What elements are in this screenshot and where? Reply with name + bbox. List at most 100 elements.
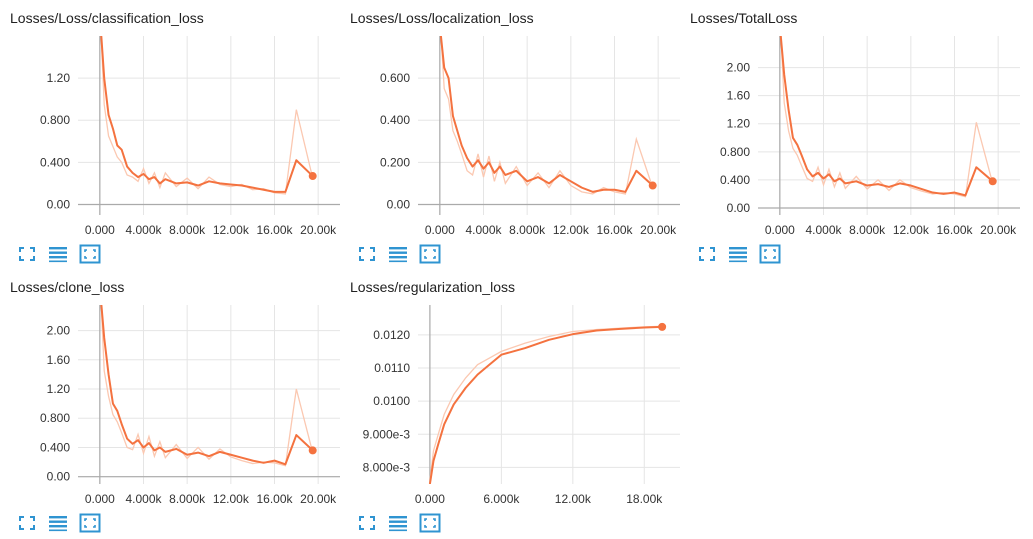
y-tick-label: 0.800 xyxy=(720,145,750,159)
fullscreen-icon xyxy=(19,247,35,261)
x-tick-label: 16.00k xyxy=(936,223,973,237)
chart-plot: 0.000 4.000k 8.000k 12.00k 16.00k 20.00k 0.00 0… xyxy=(720,36,1020,237)
plot-area xyxy=(428,325,663,484)
x-tick-label: 20.00k xyxy=(980,223,1017,237)
last-value-marker xyxy=(648,181,657,190)
chart-card: Losses/regularization_loss 0.000 6.000k 12… xyxy=(340,269,680,537)
chart-plot: 0.000 4.000k 8.000k 12.00k 16.00k 20.00k 0.00 0… xyxy=(40,305,340,506)
chart-plot: 0.000 4.000k 8.000k 12.00k 16.00k 20.00k 0.00 0… xyxy=(380,36,680,237)
y-tick-label: 0.0120 xyxy=(373,328,410,342)
x-tick-label: 12.00k xyxy=(555,492,592,506)
x-tick-label: 16.00k xyxy=(596,223,633,237)
y-tick-label: 1.60 xyxy=(727,89,751,103)
chart-title: Losses/clone_loss xyxy=(10,279,125,295)
raw-series-line xyxy=(780,36,994,198)
x-tick-label: 8.000k xyxy=(509,223,546,237)
chart-title: Losses/regularization_loss xyxy=(350,279,515,295)
smoothed-series-line xyxy=(439,36,654,193)
y-tick-label: 8.000e-3 xyxy=(363,460,411,474)
x-tick-label: 6.000k xyxy=(483,492,520,506)
chart-card: Losses/clone_loss 0.000 4.000k 8.000k 12.00… xyxy=(0,269,340,537)
x-tick-label: 4.000k xyxy=(805,223,842,237)
raw-series-line xyxy=(100,36,314,195)
chart-card: Losses/TotalLoss 0.000 4.000k 8.000k 12.00k… xyxy=(680,0,1020,268)
y-tick-label: 1.60 xyxy=(47,353,71,367)
chart-plot: 0.000 6.000k 12.00k 18.00k 8.000e-3 9.000e-3 0… xyxy=(363,305,680,506)
fit-domain-icon xyxy=(419,244,441,264)
x-tick-label: 12.00k xyxy=(553,223,590,237)
y-tick-label: 0.200 xyxy=(380,155,410,169)
fit-domain-button[interactable] xyxy=(79,513,101,533)
y-tick-label: 0.400 xyxy=(720,173,750,187)
x-tick-label: 4.000k xyxy=(125,223,162,237)
chart-title: Losses/Loss/localization_loss xyxy=(350,10,534,26)
plot-area xyxy=(100,36,314,195)
y-tick-label: 2.00 xyxy=(47,324,71,338)
fullscreen-button[interactable] xyxy=(356,513,378,533)
x-tick-label: 0.000 xyxy=(765,223,795,237)
fit-domain-icon xyxy=(419,513,441,533)
y-tick-label: 0.0110 xyxy=(374,361,410,375)
fullscreen-button[interactable] xyxy=(16,513,38,533)
fullscreen-button[interactable] xyxy=(356,244,378,264)
smoothed-series-line xyxy=(428,325,663,484)
last-value-marker xyxy=(308,172,317,181)
y-tick-label: 9.000e-3 xyxy=(363,427,411,441)
x-tick-label: 4.000k xyxy=(125,492,162,506)
chart-title: Losses/Loss/classification_loss xyxy=(10,10,204,26)
x-tick-label: 0.000 xyxy=(415,492,445,506)
list-icon xyxy=(389,516,407,532)
fullscreen-icon xyxy=(699,247,715,261)
y-tick-label: 0.800 xyxy=(40,411,70,425)
x-tick-label: 0.000 xyxy=(85,492,115,506)
last-value-marker xyxy=(988,177,997,186)
x-tick-label: 0.000 xyxy=(425,223,455,237)
fit-domain-button[interactable] xyxy=(419,244,441,264)
plot-area xyxy=(100,305,314,467)
y-tick-label: 0.00 xyxy=(387,197,411,211)
plot-area xyxy=(439,36,654,195)
x-tick-label: 20.00k xyxy=(640,223,677,237)
chart-title: Losses/TotalLoss xyxy=(690,10,798,26)
toggle-log-scale-button[interactable] xyxy=(387,244,409,264)
x-tick-label: 20.00k xyxy=(300,492,337,506)
list-icon xyxy=(49,247,67,263)
y-tick-label: 1.20 xyxy=(47,382,71,396)
x-tick-label: 16.00k xyxy=(256,492,293,506)
list-icon xyxy=(49,516,67,532)
x-tick-label: 18.00k xyxy=(626,492,663,506)
fit-domain-button[interactable] xyxy=(79,244,101,264)
x-tick-label: 8.000k xyxy=(169,223,206,237)
toggle-log-scale-button[interactable] xyxy=(47,244,69,264)
y-tick-label: 1.20 xyxy=(47,71,71,85)
y-tick-label: 0.400 xyxy=(40,440,70,454)
fit-domain-button[interactable] xyxy=(759,244,781,264)
x-tick-label: 12.00k xyxy=(213,492,250,506)
y-tick-label: 0.600 xyxy=(380,71,410,85)
y-tick-label: 0.00 xyxy=(727,201,751,215)
fullscreen-button[interactable] xyxy=(16,244,38,264)
x-tick-label: 12.00k xyxy=(893,223,930,237)
x-tick-label: 4.000k xyxy=(465,223,502,237)
y-tick-label: 2.00 xyxy=(727,61,751,75)
fullscreen-icon xyxy=(359,516,375,530)
toggle-log-scale-button[interactable] xyxy=(387,513,409,533)
y-tick-label: 0.0100 xyxy=(373,394,410,408)
fit-domain-icon xyxy=(79,513,101,533)
smoothed-series-line xyxy=(100,305,314,466)
fit-domain-button[interactable] xyxy=(419,513,441,533)
fullscreen-icon xyxy=(359,247,375,261)
fullscreen-icon xyxy=(19,516,35,530)
y-tick-label: 0.400 xyxy=(40,155,70,169)
raw-series-line xyxy=(429,325,663,481)
raw-series-line xyxy=(100,305,314,467)
chart-card: Losses/Loss/classification_loss 0.000 4.0… xyxy=(0,0,340,268)
fullscreen-button[interactable] xyxy=(696,244,718,264)
toggle-log-scale-button[interactable] xyxy=(47,513,69,533)
x-tick-label: 8.000k xyxy=(849,223,886,237)
x-tick-label: 20.00k xyxy=(300,223,337,237)
x-tick-label: 8.000k xyxy=(169,492,206,506)
toggle-log-scale-button[interactable] xyxy=(727,244,749,264)
last-value-marker xyxy=(658,322,667,331)
list-icon xyxy=(389,247,407,263)
